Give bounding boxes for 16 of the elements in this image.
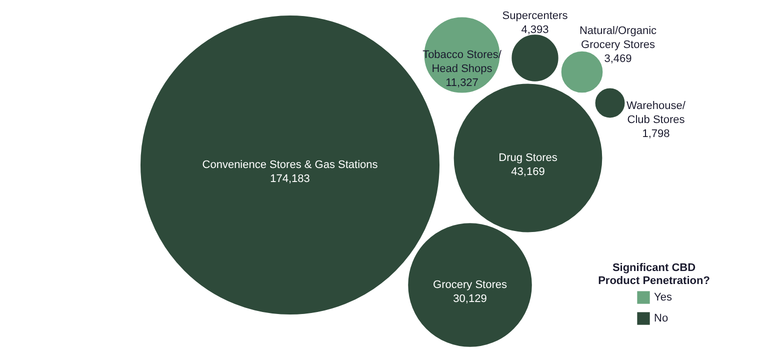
category-label: Supercenters [502,10,568,22]
legend-label: Yes [654,292,672,304]
category-label: Convenience Stores & Gas Stations [202,159,378,171]
data-label: 11,327 [446,77,478,89]
category-label: Grocery Stores [433,279,508,291]
data-label: 4,393 [521,24,549,36]
legend-label: No [654,312,668,324]
category-label: Warehouse/ Club Stores [626,100,686,126]
legend-title: Significant CBD Product Penetration? [598,262,710,287]
category-label: Drug Stores [498,152,558,164]
data-label: 1,798 [642,128,670,140]
data-label: 174,183 [270,173,310,185]
category-label: Natural/Organic Grocery Stores [579,25,658,51]
data-label: 43,169 [511,166,545,178]
data-label: 3,469 [604,53,632,65]
data-label: 30,129 [453,293,487,305]
